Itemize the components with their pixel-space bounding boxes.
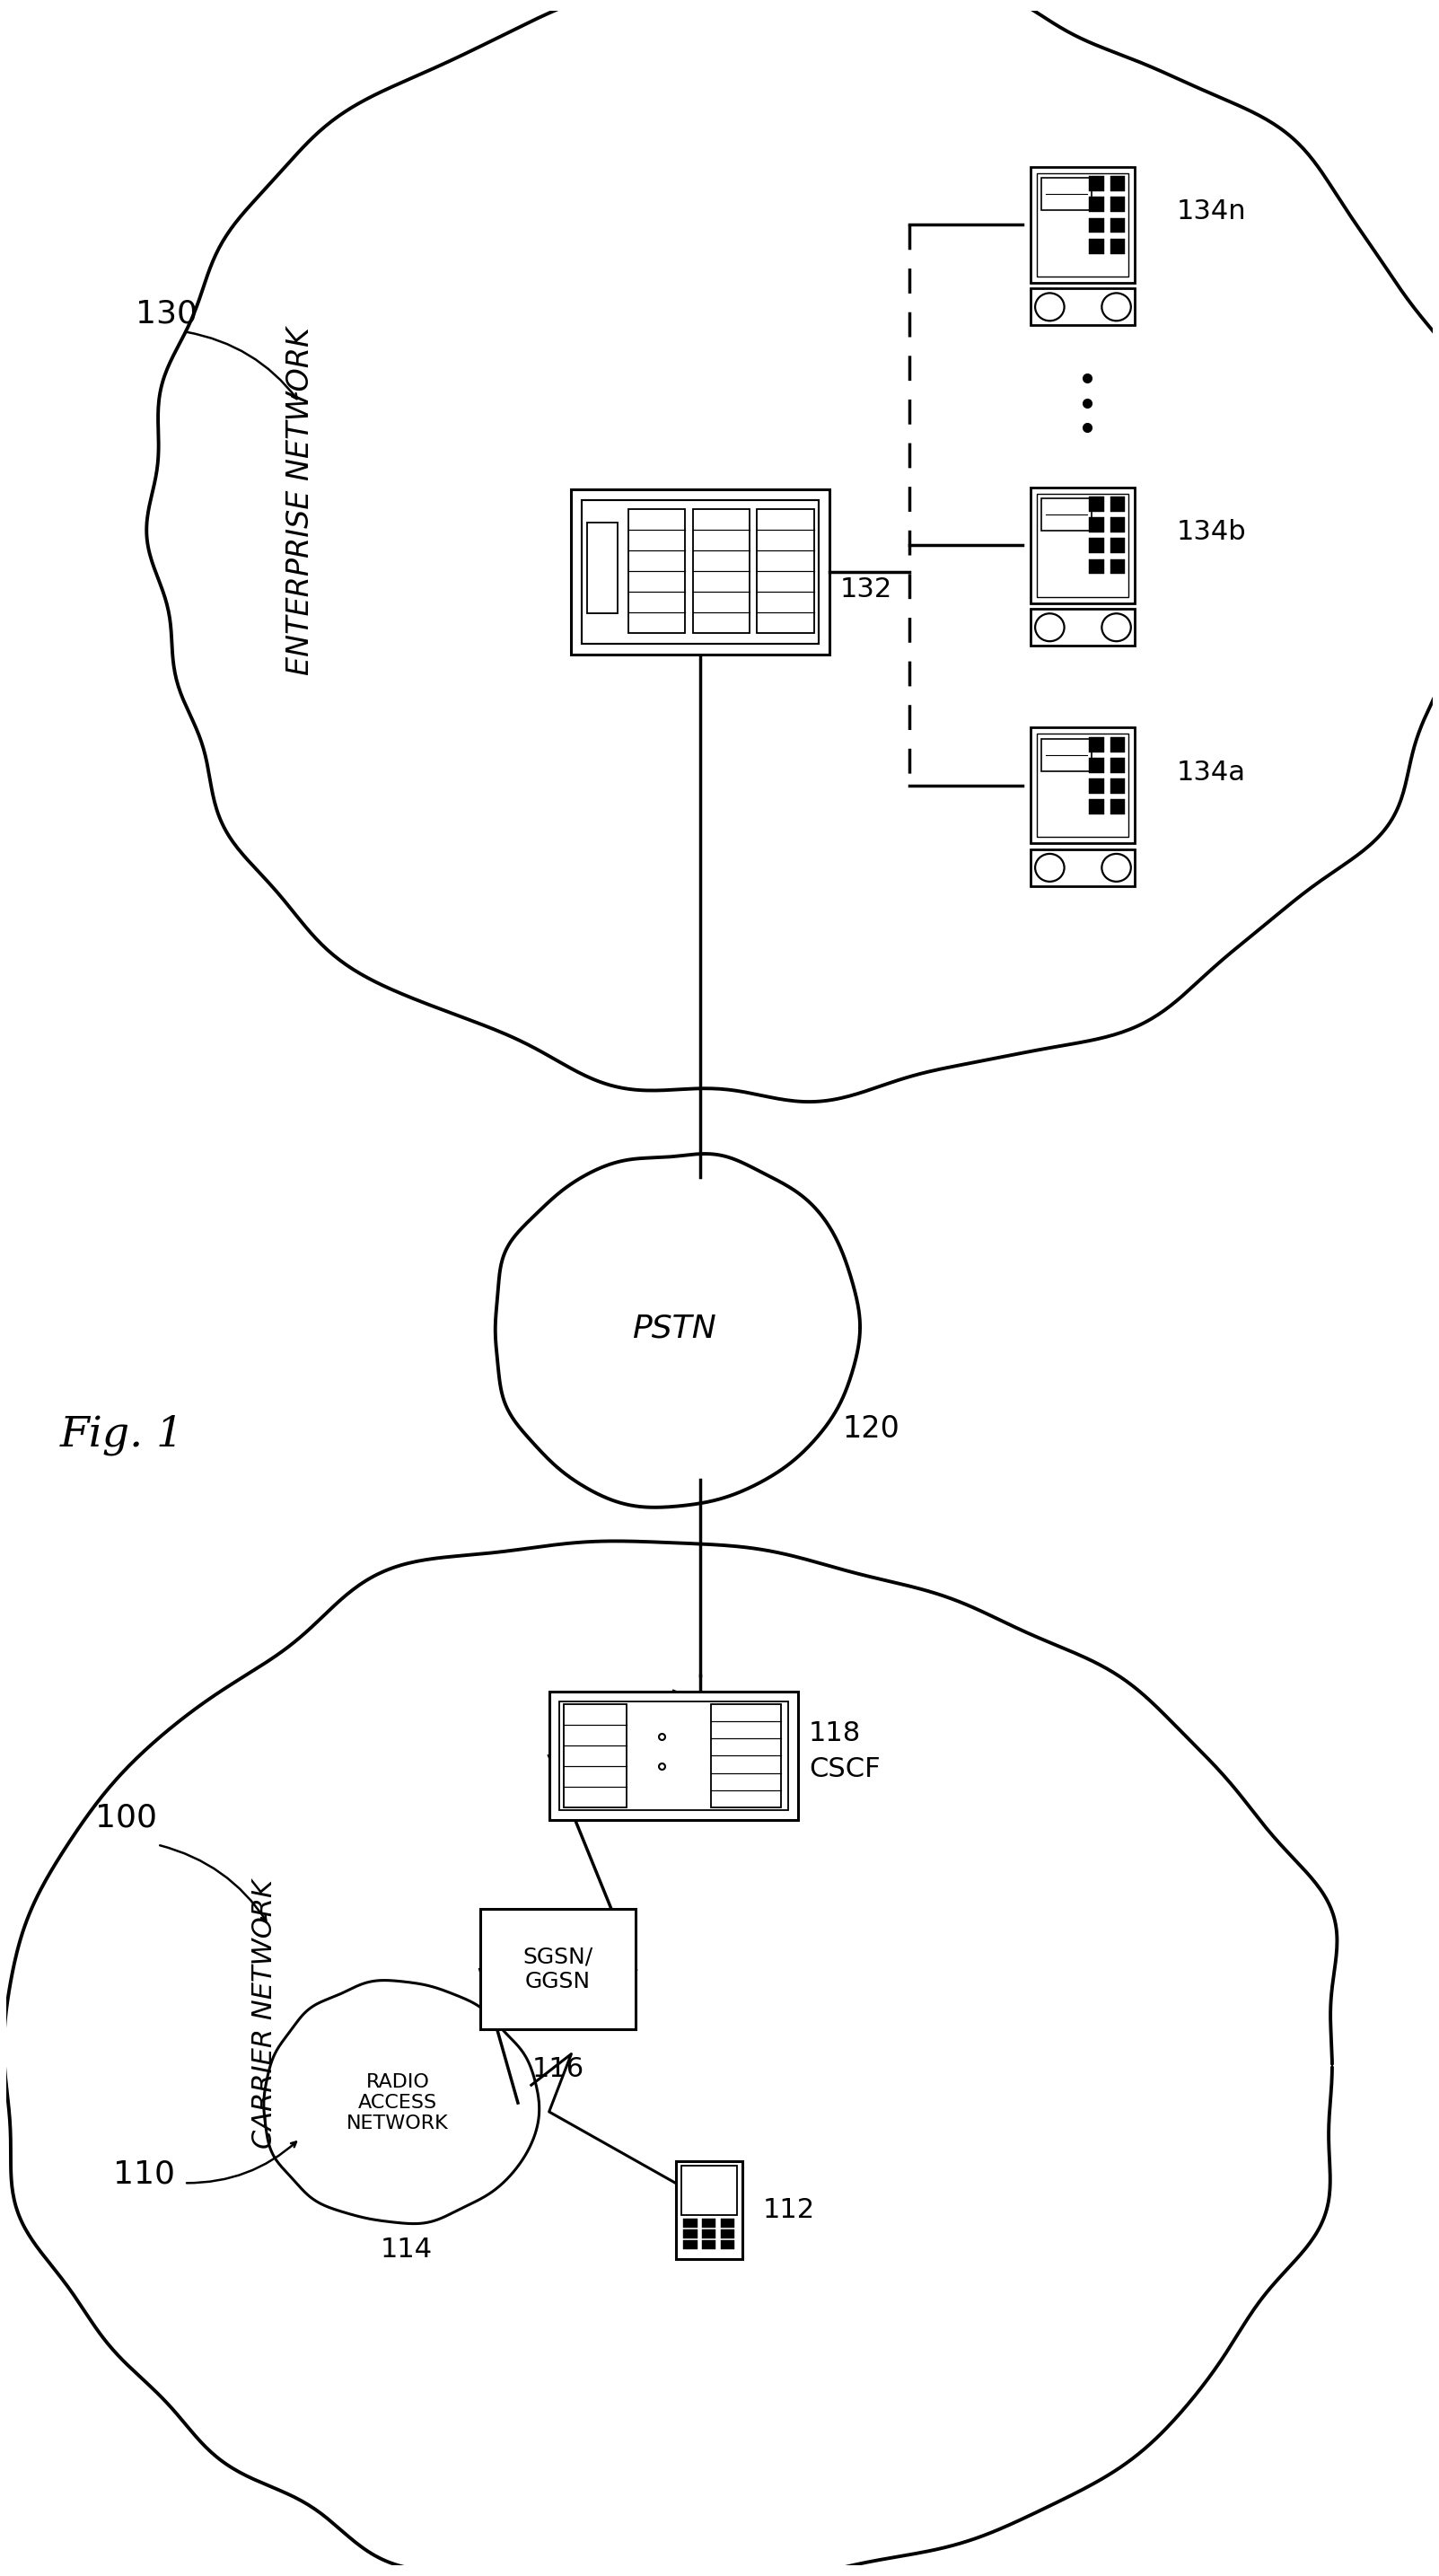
Bar (1089, 518, 1104, 533)
Text: 100: 100 (95, 1803, 157, 1834)
Bar (702, 2241, 715, 2249)
Bar (1109, 196, 1125, 211)
Text: 116: 116 (532, 2056, 584, 2081)
Text: CARRIER NETWORK: CARRIER NETWORK (252, 1878, 278, 2148)
Bar (1030, 487, 1135, 603)
Text: 130: 130 (135, 299, 197, 330)
Bar (1089, 497, 1104, 513)
Text: 112: 112 (763, 2197, 814, 2223)
Bar (1109, 240, 1125, 252)
Text: 134a: 134a (1177, 760, 1246, 786)
Bar (1109, 219, 1125, 232)
Bar (1030, 167, 1135, 283)
Bar (564, 1705, 626, 1808)
Bar (1089, 559, 1104, 574)
Bar (1109, 497, 1125, 513)
Text: 132: 132 (840, 577, 892, 603)
Bar (1109, 538, 1125, 554)
Bar (1030, 608, 1135, 647)
Bar (1042, 178, 1091, 211)
Text: CSCF: CSCF (809, 1757, 881, 1783)
Bar (676, 2161, 743, 2259)
Text: RADIO
ACCESS
NETWORK: RADIO ACCESS NETWORK (347, 2074, 449, 2133)
Bar (1042, 497, 1091, 531)
Bar (1089, 778, 1104, 793)
Bar (1089, 737, 1104, 752)
Text: 118: 118 (809, 1721, 861, 1747)
Bar (721, 2231, 734, 2239)
Bar (1089, 538, 1104, 554)
Bar (681, 2166, 737, 2215)
Bar (1109, 757, 1125, 773)
Bar (1089, 799, 1104, 814)
Bar (684, 2231, 696, 2239)
Bar (1030, 289, 1135, 325)
Bar (684, 2241, 696, 2249)
Bar (721, 2241, 734, 2249)
Bar (1109, 737, 1125, 752)
Text: PSTN: PSTN (632, 1314, 715, 1345)
Bar (558, 1700, 789, 1811)
Text: Fig. 1: Fig. 1 (60, 1414, 184, 1455)
Bar (1089, 175, 1104, 191)
Bar (581, 500, 819, 644)
Bar (1038, 495, 1128, 598)
Bar (627, 510, 685, 634)
Text: 114: 114 (380, 2236, 433, 2262)
Text: SGSN/
GGSN: SGSN/ GGSN (522, 1945, 593, 1994)
Bar (1089, 196, 1104, 211)
Bar (1030, 726, 1135, 842)
Bar (692, 510, 750, 634)
Bar (1089, 240, 1104, 252)
Bar (550, 1692, 799, 1821)
Bar (721, 2218, 734, 2228)
Bar (1109, 799, 1125, 814)
Text: 120: 120 (843, 1414, 899, 1443)
Text: 110: 110 (114, 2159, 176, 2190)
Text: ENTERPRISE NETWORK: ENTERPRISE NETWORK (285, 327, 315, 675)
Bar (1042, 739, 1091, 770)
Bar (1038, 173, 1128, 276)
Text: 134b: 134b (1177, 518, 1246, 546)
Bar (481, 1909, 636, 2030)
Text: 134n: 134n (1177, 198, 1246, 224)
Bar (1030, 850, 1135, 886)
Bar (757, 510, 814, 634)
Bar (587, 523, 617, 613)
Bar (702, 2218, 715, 2228)
Bar (1089, 219, 1104, 232)
Bar (1038, 734, 1128, 837)
Bar (711, 1705, 781, 1808)
Bar (684, 2218, 696, 2228)
Bar (1109, 778, 1125, 793)
Bar (702, 2231, 715, 2239)
Bar (571, 489, 829, 654)
Bar (1089, 757, 1104, 773)
Bar (1109, 518, 1125, 533)
Bar (1109, 175, 1125, 191)
Bar (1109, 559, 1125, 574)
